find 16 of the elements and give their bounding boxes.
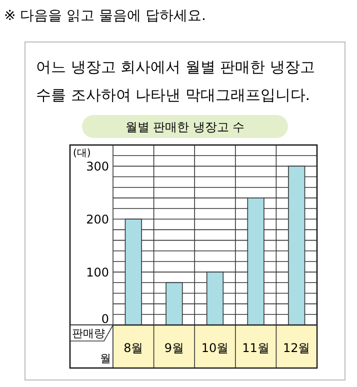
x-tick-label: 12월 — [282, 341, 310, 355]
y-tick-label: 0 — [101, 312, 109, 326]
x-tick-label: 11월 — [242, 341, 270, 355]
x-tick-label: 9월 — [164, 341, 184, 355]
text: ※ 다음을 읽고 물음에 답하세요. — [4, 8, 206, 24]
x-axis-title: 월 — [100, 352, 111, 365]
y-tick-label: 100 — [86, 266, 109, 280]
text: (대) — [73, 148, 91, 159]
chart-title: 월별 판매한 냉장고 수 — [125, 120, 245, 134]
x-tick-label: 8월 — [124, 341, 144, 355]
y-tick-label: 200 — [86, 212, 109, 227]
x-tick-label: 10월 — [201, 341, 229, 355]
y-tick-label: 300 — [86, 160, 109, 174]
text: 어느 냉장고 회사에서 월별 판매한 냉장고 — [36, 58, 315, 76]
text: 수를 조사하여 나타낸 막대그래프입니다. — [36, 86, 310, 104]
y-axis-title: 판매량 — [72, 327, 105, 340]
